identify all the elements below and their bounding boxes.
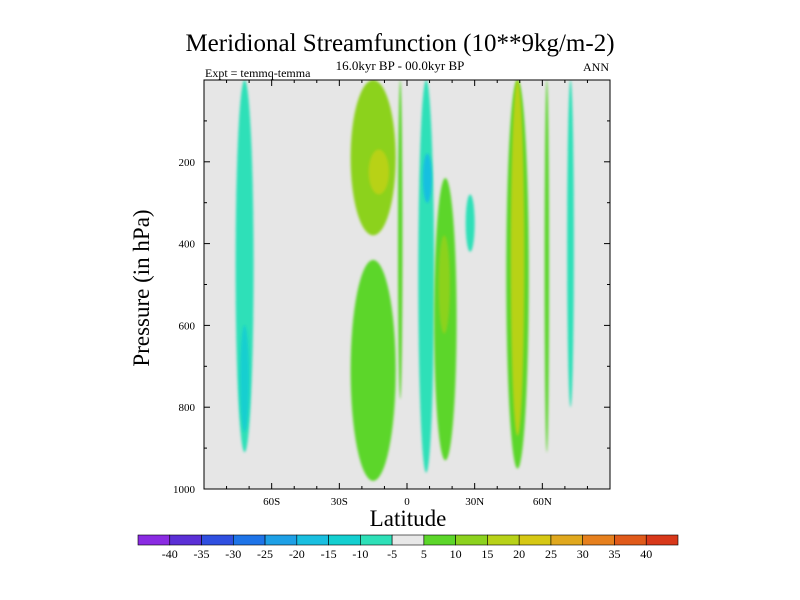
colorbar-swatch <box>232 534 266 546</box>
colorbar-label: -20 <box>289 547 305 561</box>
colorbar-label: 25 <box>545 547 557 561</box>
y-tick-label: 400 <box>179 239 196 251</box>
colorbar-label: -15 <box>321 547 337 561</box>
x-tick-label: 30N <box>465 496 484 508</box>
colorbar-swatch <box>614 534 647 546</box>
contour-region-4 <box>368 149 389 195</box>
x-tick-label: 60S <box>263 496 280 508</box>
contour-region-2 <box>240 325 250 432</box>
colorbar-label: -30 <box>225 547 241 561</box>
colorbar-label: -5 <box>387 547 397 561</box>
colorbar-label: 40 <box>640 547 652 561</box>
colorbar: -40 -35 -30 -25 -20 -15 -10 -5 5 10 15 20 25 30 35 40 <box>137 534 679 561</box>
contour-region-8 <box>422 153 432 203</box>
colorbar-swatch <box>582 534 615 546</box>
colorbar-swatch <box>391 534 425 546</box>
contour-region-13 <box>544 80 550 453</box>
colorbar-swatch <box>645 534 679 546</box>
colorbar-swatch <box>518 534 552 546</box>
contour-region-5 <box>350 259 396 481</box>
colorbar-label: 20 <box>513 547 525 561</box>
contour-regions <box>235 80 574 481</box>
chart-title: Meridional Streamfunction (10**9kg/m-2) <box>185 30 615 57</box>
colorbar-swatch <box>169 534 202 546</box>
season-label: ANN <box>583 60 609 74</box>
colorbar-label: -35 <box>194 547 210 561</box>
y-tick-label: 800 <box>179 402 196 414</box>
y-tick-label: 600 <box>179 320 196 332</box>
experiment-label: Expt = temmq-temma <box>205 66 311 80</box>
colorbar-swatch <box>455 534 488 546</box>
colorbar-swatch <box>296 534 329 546</box>
y-tick-label: 1000 <box>173 484 196 496</box>
colorbar-swatch <box>328 534 361 546</box>
y-tick-label: 200 <box>179 157 196 169</box>
contour-region-14 <box>567 80 574 408</box>
colorbar-label: 10 <box>450 547 462 561</box>
colorbar-label: 35 <box>608 547 620 561</box>
contour-region-15 <box>465 194 475 252</box>
x-tick-label: 30S <box>331 496 348 508</box>
contour-region-10 <box>438 235 450 334</box>
colorbar-swatch <box>550 534 584 546</box>
colorbar-label: 5 <box>421 547 427 561</box>
colorbar-swatch <box>137 534 171 546</box>
colorbar-swatch <box>201 534 234 546</box>
contour-region-7 <box>418 80 435 473</box>
contour-region-1 <box>235 80 254 453</box>
x-axis-title: Latitude <box>369 506 447 531</box>
colorbar-label: -25 <box>257 547 273 561</box>
plot-background <box>204 80 610 489</box>
colorbar-swatch <box>264 534 298 546</box>
colorbar-label: 15 <box>481 547 493 561</box>
colorbar-swatch <box>360 534 393 546</box>
colorbar-label: -10 <box>352 547 368 561</box>
x-tick-label: 0 <box>404 496 410 508</box>
colorbar-label: -40 <box>162 547 178 561</box>
x-tick-label: 60N <box>533 496 552 508</box>
colorbar-label: 30 <box>577 547 589 561</box>
axes: 60S 30S 0 30N 60N 200 400 600 800 1000 <box>173 80 610 508</box>
colorbar-swatch <box>487 534 520 546</box>
colorbar-swatch <box>423 534 456 546</box>
contour-region-6 <box>397 80 403 400</box>
chart-subtitle: 16.0kyr BP - 00.0kyr BP <box>335 58 465 73</box>
contour-region-12 <box>510 80 525 436</box>
